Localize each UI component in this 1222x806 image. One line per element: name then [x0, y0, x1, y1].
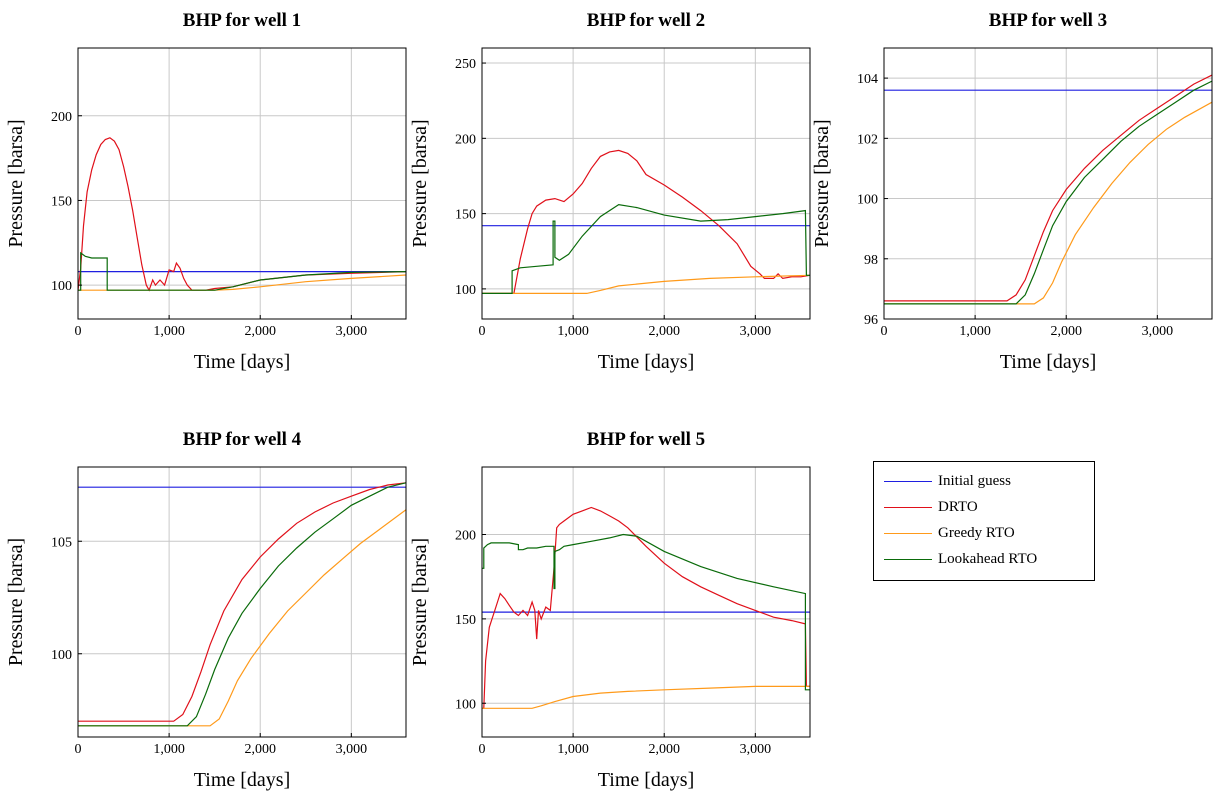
chart-title: BHP for well 3	[989, 10, 1107, 31]
series-lookahead-rto	[884, 80, 1212, 305]
plot-frame	[481, 466, 811, 738]
series-drto	[482, 149, 810, 294]
y-tick-label: 98	[864, 253, 878, 268]
chart-title: BHP for well 2	[587, 10, 705, 31]
chart-well-2: 0 1,000 2,000 3,000 100 150 200 250 BHP for well…	[409, 10, 811, 373]
y-tick-label: 100	[455, 697, 476, 712]
x-tick-label: 3,000	[740, 742, 772, 757]
y-tick-label: 105	[51, 535, 72, 550]
y-axis-label: Pressure [barsa]	[5, 538, 27, 666]
plot-frame	[77, 47, 407, 320]
series-lookahead-rto	[78, 251, 406, 291]
legend-item-lookahead-rto: Lookahead RTO	[884, 548, 1037, 570]
y-tick-label: 200	[51, 110, 72, 125]
legend-swatch-drto	[884, 506, 932, 508]
legend-item-drto: DRTO	[884, 496, 978, 518]
legend-label-lookahead-rto: Lookahead RTO	[938, 550, 1038, 567]
legend-item-greedy-rto: Greedy RTO	[884, 522, 1015, 544]
x-axis-label: Time [days]	[194, 351, 290, 373]
series-greedy-rto	[482, 685, 810, 709]
y-tick-label: 150	[455, 208, 476, 223]
series-drto	[482, 506, 810, 709]
series-greedy-rto	[884, 101, 1212, 305]
y-tick-label: 100	[857, 193, 878, 208]
series-drto	[78, 482, 406, 722]
series-greedy-rto	[78, 509, 406, 727]
y-tick-label: 102	[857, 132, 878, 147]
chart-well-5: 0 1,000 2,000 3,000 100 150 200 BHP for well 5 T…	[409, 429, 811, 791]
chart-well-3: 0 1,000 2,000 3,000 96 98 100 102 104 BHP for wel…	[811, 10, 1213, 373]
x-tick-label: 0	[75, 324, 82, 339]
y-tick-label: 100	[455, 283, 476, 298]
series-lookahead-rto	[482, 533, 810, 691]
y-tick-label: 100	[51, 648, 72, 663]
y-axis-label: Pressure [barsa]	[811, 119, 833, 247]
plot-frame	[883, 47, 1213, 320]
x-tick-label: 3,000	[740, 324, 772, 339]
series-lookahead-rto	[78, 482, 406, 727]
x-tick-label: 2,000	[648, 742, 680, 757]
legend-swatch-greedy-rto	[884, 532, 932, 534]
y-axis-label: Pressure [barsa]	[409, 538, 431, 666]
x-axis-label: Time [days]	[598, 769, 694, 791]
x-axis-label: Time [days]	[598, 351, 694, 373]
x-tick-label: 2,000	[244, 324, 276, 339]
series-drto	[884, 74, 1212, 302]
y-tick-label: 200	[455, 132, 476, 147]
y-tick-label: 100	[51, 279, 72, 294]
legend-item-initial-guess: Initial guess	[884, 470, 1011, 492]
chart-title: BHP for well 4	[183, 429, 302, 450]
x-tick-label: 2,000	[1050, 324, 1082, 339]
series-greedy-rto	[482, 274, 810, 294]
legend-swatch-initial-guess	[884, 480, 932, 482]
plot-frame	[77, 466, 407, 738]
x-tick-label: 1,000	[153, 324, 185, 339]
x-tick-label: 1,000	[557, 324, 589, 339]
x-tick-label: 0	[881, 324, 888, 339]
x-tick-label: 3,000	[336, 324, 368, 339]
legend: Initial guess DRTO Greedy RTO Lookahead …	[873, 461, 1095, 581]
x-tick-label: 0	[479, 742, 486, 757]
chart-well-1: 0 1,000 2,000 3,000 100 150 200 BHP for well 1 T…	[5, 10, 407, 373]
y-tick-label: 150	[455, 613, 476, 628]
y-tick-label: 150	[51, 194, 72, 209]
series-greedy-rto	[78, 274, 406, 291]
chart-title: BHP for well 1	[183, 10, 301, 31]
x-tick-label: 2,000	[244, 742, 276, 757]
y-tick-label: 104	[857, 72, 878, 87]
x-tick-label: 3,000	[1142, 324, 1174, 339]
legend-label-drto: DRTO	[938, 498, 978, 515]
y-tick-label: 250	[455, 57, 476, 72]
chart-well-4: 0 1,000 2,000 3,000 100 105 BHP for well 4 Time…	[5, 429, 407, 791]
x-tick-label: 0	[75, 742, 82, 757]
x-tick-label: 3,000	[336, 742, 368, 757]
series-lookahead-rto	[482, 203, 810, 294]
y-axis-label: Pressure [barsa]	[5, 119, 27, 247]
y-axis-label: Pressure [barsa]	[409, 119, 431, 247]
y-tick-label: 96	[864, 313, 878, 328]
x-tick-label: 0	[479, 324, 486, 339]
chart-title: BHP for well 5	[587, 429, 705, 450]
x-tick-label: 1,000	[153, 742, 185, 757]
x-tick-label: 1,000	[557, 742, 589, 757]
y-tick-label: 200	[455, 529, 476, 544]
x-tick-label: 2,000	[648, 324, 680, 339]
x-axis-label: Time [days]	[194, 769, 290, 791]
x-axis-label: Time [days]	[1000, 351, 1096, 373]
series-drto	[78, 137, 406, 292]
legend-label-greedy-rto: Greedy RTO	[938, 524, 1015, 541]
legend-swatch-lookahead-rto	[884, 558, 932, 560]
plot-frame	[481, 47, 811, 320]
legend-label-initial-guess: Initial guess	[938, 472, 1011, 489]
x-tick-label: 1,000	[959, 324, 991, 339]
